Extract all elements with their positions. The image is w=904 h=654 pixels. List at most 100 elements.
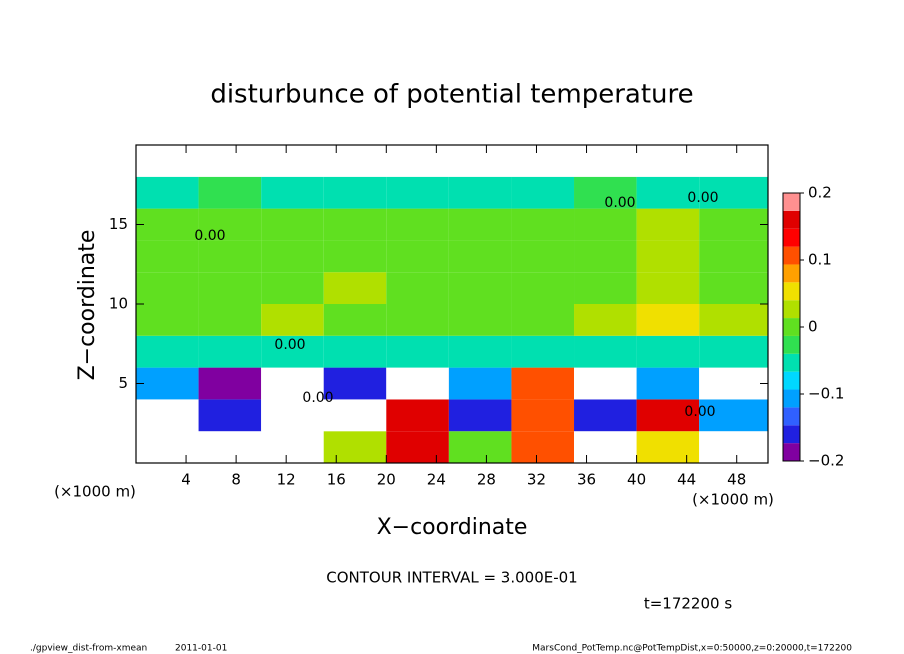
heat-cell bbox=[386, 335, 449, 368]
heat-cell bbox=[574, 335, 637, 368]
heat-cell bbox=[699, 304, 768, 336]
heat-cell bbox=[323, 399, 387, 432]
x-tick-label: 4 bbox=[181, 471, 191, 489]
x-tick-label: 12 bbox=[277, 471, 296, 489]
colorbar-tick-label: −0.2 bbox=[808, 452, 844, 470]
colorbar-segment bbox=[783, 264, 800, 283]
heat-cell bbox=[198, 240, 262, 273]
heat-cell bbox=[198, 367, 262, 400]
heat-cell bbox=[261, 272, 324, 304]
heat-cell bbox=[574, 304, 637, 336]
heat-cell bbox=[386, 272, 449, 304]
footer: MarsCond_PotTemp.nc@PotTempDist,x=0:5000… bbox=[532, 644, 852, 654]
colorbar-tick-label: 0 bbox=[808, 318, 818, 336]
heat-cell bbox=[574, 367, 637, 400]
y-tick-label: 10 bbox=[109, 295, 128, 313]
x-tick-label: 48 bbox=[727, 471, 746, 489]
heat-cell bbox=[448, 431, 512, 463]
heat-cell bbox=[699, 240, 768, 273]
colorbar-tick-label: −0.1 bbox=[808, 385, 844, 403]
heat-cell bbox=[198, 431, 262, 463]
contour-label: 0.00 bbox=[687, 190, 718, 206]
heat-cell bbox=[699, 208, 768, 241]
x-tick-label: 36 bbox=[577, 471, 596, 489]
heat-cell bbox=[323, 367, 387, 400]
heat-cell bbox=[511, 208, 575, 241]
heat-cell bbox=[198, 272, 262, 304]
colorbar-segment bbox=[783, 407, 800, 426]
heat-cell bbox=[261, 399, 324, 432]
heat-cell bbox=[574, 431, 637, 463]
heat-cell bbox=[699, 176, 768, 209]
colorbar-segment bbox=[783, 371, 800, 390]
heat-cell bbox=[136, 272, 199, 304]
heat-cell bbox=[323, 176, 387, 209]
heat-cell bbox=[574, 272, 637, 304]
heat-cell bbox=[511, 304, 575, 336]
heat-cell bbox=[261, 240, 324, 273]
heat-cell bbox=[136, 335, 199, 368]
heat-cell bbox=[136, 304, 199, 336]
x-tick-label: 40 bbox=[627, 471, 646, 489]
colorbar-tick-label: 0.1 bbox=[808, 251, 832, 269]
heat-cell bbox=[448, 399, 512, 432]
heat-cell bbox=[323, 304, 387, 336]
heat-cell bbox=[636, 431, 700, 463]
time-label: t=172200 s bbox=[644, 595, 732, 613]
contour-label: 0.00 bbox=[274, 337, 305, 353]
heat-cell bbox=[198, 145, 262, 177]
heat-cell bbox=[699, 145, 768, 177]
colorbar-segment bbox=[783, 353, 800, 372]
heat-cell bbox=[386, 145, 449, 177]
heat-cell bbox=[261, 208, 324, 241]
x-tick-label: 8 bbox=[231, 471, 241, 489]
contour-label: 0.00 bbox=[604, 195, 635, 211]
heat-cell bbox=[386, 304, 449, 336]
heat-cell bbox=[136, 399, 199, 432]
heat-cell bbox=[386, 208, 449, 241]
heat-cell bbox=[511, 145, 575, 177]
heat-cell bbox=[574, 399, 637, 432]
heat-cell bbox=[261, 176, 324, 209]
heat-cell bbox=[636, 335, 700, 368]
heat-cell bbox=[323, 145, 387, 177]
heat-cell bbox=[323, 431, 387, 463]
colorbar-segment bbox=[783, 282, 800, 301]
heat-cell bbox=[136, 367, 199, 400]
heat-cell bbox=[136, 431, 199, 463]
heat-cell bbox=[323, 208, 387, 241]
heat-cell bbox=[511, 272, 575, 304]
heat-cell bbox=[511, 399, 575, 432]
heat-cell bbox=[136, 145, 199, 177]
x-unit: (×1000 m) bbox=[692, 491, 774, 509]
contour-label: 0.00 bbox=[194, 228, 225, 244]
heat-cell bbox=[699, 335, 768, 368]
heat-cell bbox=[136, 240, 199, 273]
heat-cell bbox=[198, 208, 262, 241]
heat-cell bbox=[574, 208, 637, 241]
heat-cell bbox=[386, 367, 449, 400]
contour-label: 0.00 bbox=[684, 404, 715, 420]
heat-cell bbox=[448, 240, 512, 273]
heat-cell bbox=[386, 240, 449, 273]
colorbar-tick-label: 0.2 bbox=[808, 184, 832, 202]
heat-cell bbox=[574, 176, 637, 209]
colorbar-segment bbox=[783, 318, 800, 336]
y-tick-label: 15 bbox=[109, 215, 128, 233]
colorbar-segment bbox=[783, 246, 800, 265]
colorbar-segment bbox=[783, 228, 800, 247]
colorbar-segment bbox=[783, 443, 800, 461]
heat-cell bbox=[136, 208, 199, 241]
x-tick-label: 20 bbox=[377, 471, 396, 489]
heat-cell bbox=[511, 176, 575, 209]
heat-cell bbox=[636, 176, 700, 209]
heat-cell bbox=[448, 335, 512, 368]
x-tick-label: 16 bbox=[327, 471, 346, 489]
heat-cell bbox=[323, 335, 387, 368]
footer: ./gpview_dist-from-xmean bbox=[30, 644, 147, 654]
heat-cell bbox=[448, 208, 512, 241]
heat-cell bbox=[699, 272, 768, 304]
heat-cell bbox=[198, 304, 262, 336]
chart-title: disturbunce of potential temperature bbox=[210, 80, 693, 110]
